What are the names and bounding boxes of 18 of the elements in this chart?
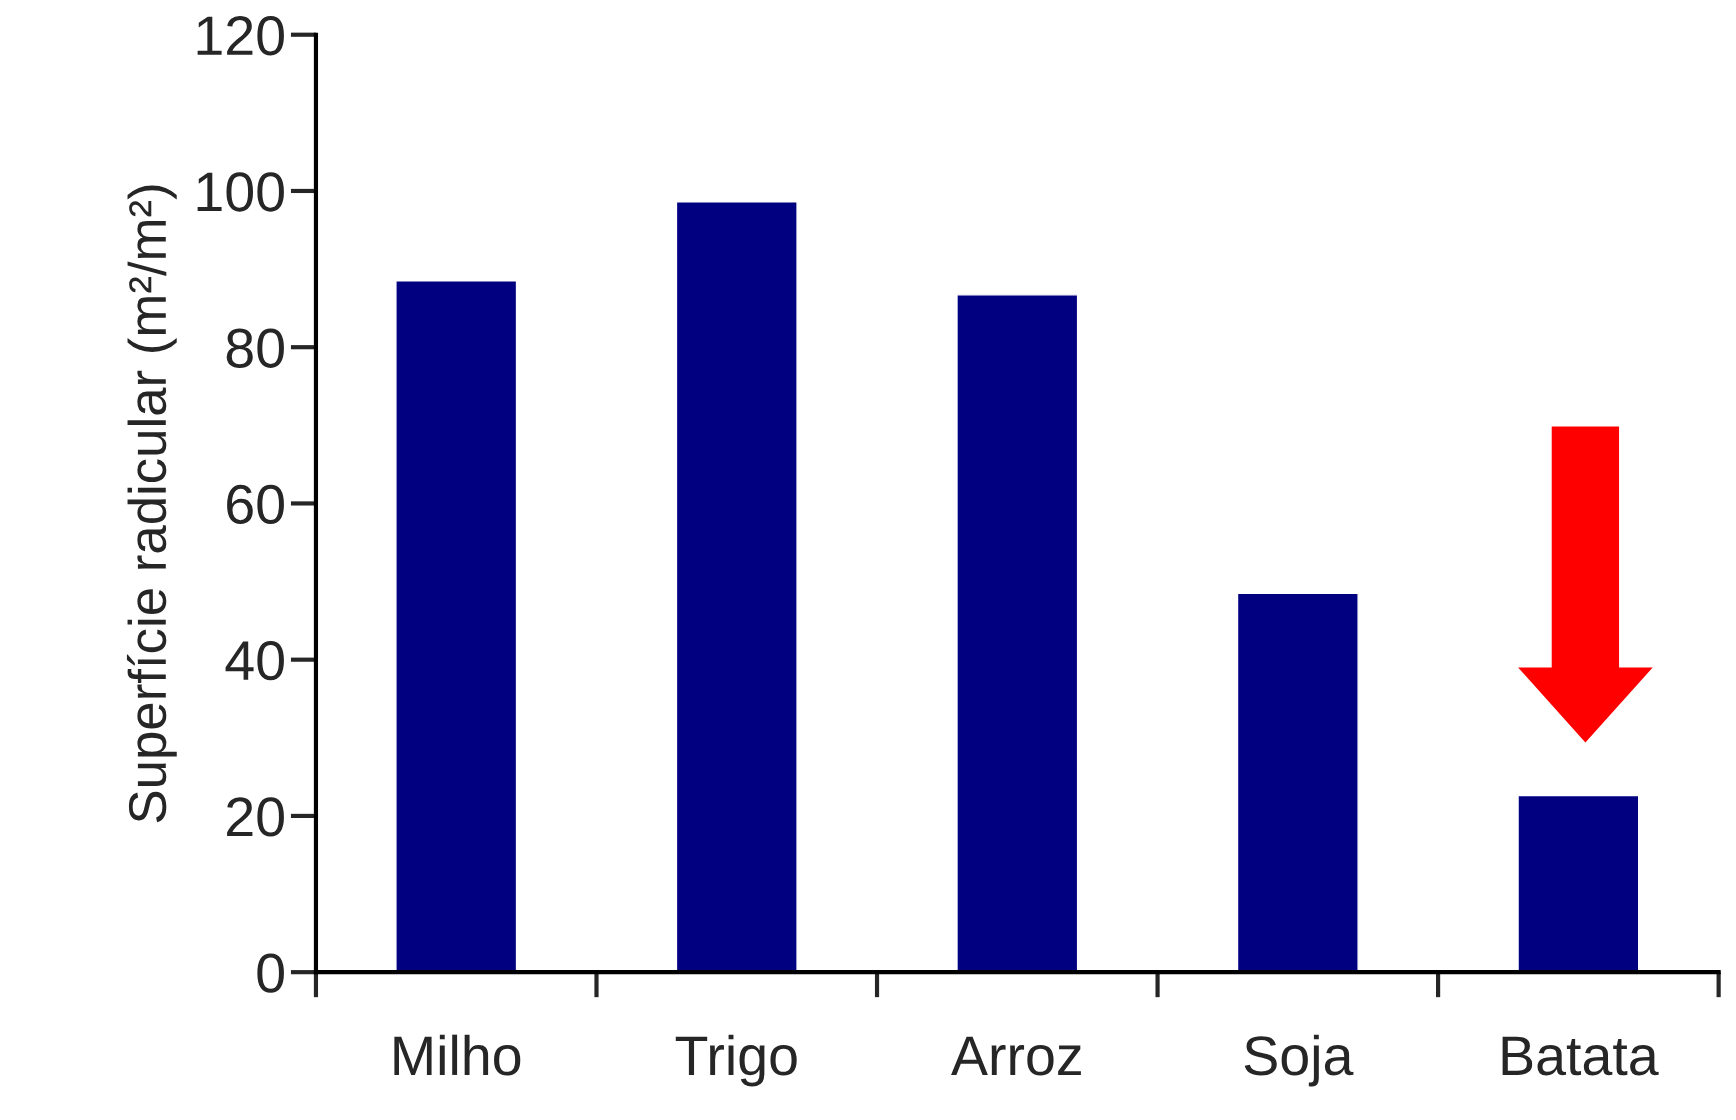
bar xyxy=(1236,592,1359,973)
y-tick-label: 120 xyxy=(197,16,284,56)
y-tick-label: 40 xyxy=(225,641,284,681)
x-tick-label: Milho xyxy=(394,1034,521,1076)
bar xyxy=(1517,794,1640,973)
y-tick-label: 60 xyxy=(227,484,284,525)
x-tick-label: Trigo xyxy=(675,1034,797,1087)
bar xyxy=(675,201,798,973)
y-tick-label: 20 xyxy=(227,797,284,837)
y-axis-title: Superfície radicular (m²/m²) xyxy=(126,185,177,823)
y-tick-label: 80 xyxy=(226,328,284,368)
bar xyxy=(956,294,1079,973)
bar xyxy=(395,280,518,973)
x-tick-label: Arroz xyxy=(951,1036,1081,1076)
y-tick-label: 0 xyxy=(257,953,284,993)
x-tick-label: Batata xyxy=(1502,1036,1659,1076)
y-tick-label: 100 xyxy=(197,172,284,212)
x-tick-label: Soja xyxy=(1244,1034,1354,1087)
